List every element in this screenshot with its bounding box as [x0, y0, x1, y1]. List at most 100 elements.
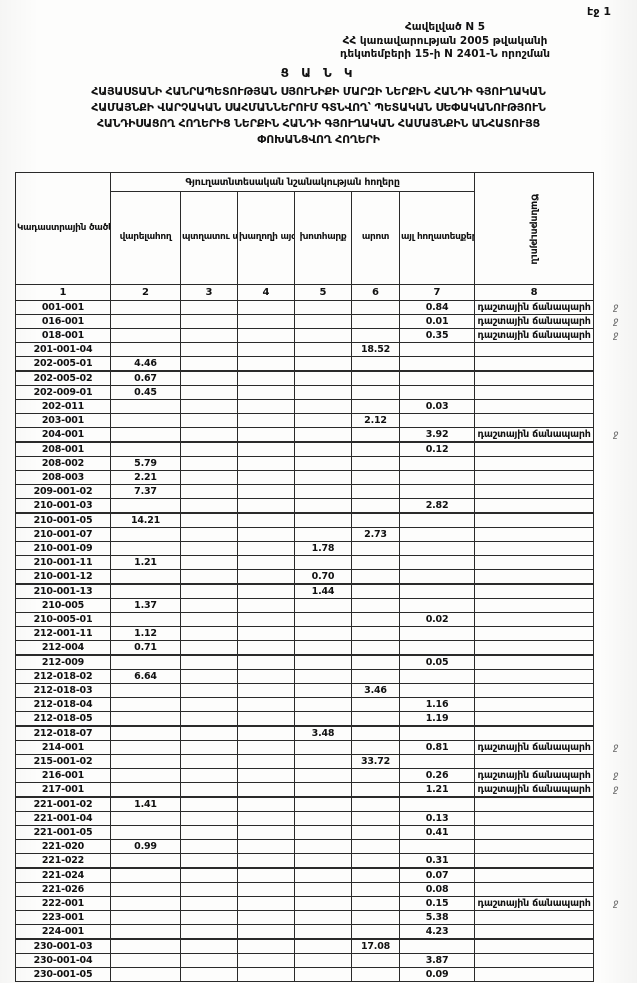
cell-vineyard [237, 413, 295, 428]
cell-code: 223-001 [15, 910, 111, 925]
cell-code: 230-001-03 [15, 938, 111, 954]
cell-note [474, 470, 595, 485]
cell-vineyard [237, 839, 295, 854]
table-row: 212-018-04 1.16 [15, 697, 637, 712]
cell-note [474, 498, 595, 514]
handwritten-margin-mark [594, 343, 637, 357]
cell-orchard [180, 967, 238, 982]
cell-orchard [180, 910, 238, 925]
cell-pasture [351, 399, 400, 414]
cell-orchard [180, 669, 238, 684]
column-number: 7 [398, 284, 476, 301]
cell-vineyard [237, 385, 295, 400]
cell-orchard [180, 754, 238, 769]
table-row: 221-001-05 0.41 [15, 825, 637, 840]
cell-other [398, 555, 476, 570]
col-header-note: Ծանոթություն [474, 172, 595, 285]
appendix-reference-block: Հավելված N 5 ՀՀ կառավարության 2005 թվակա… [275, 21, 615, 62]
cell-arable [110, 853, 181, 869]
cell-note [474, 413, 595, 428]
handwritten-margin-mark [594, 698, 637, 712]
cell-hayfield [294, 669, 352, 684]
cell-arable: 2.21 [110, 470, 181, 485]
cell-other: 1.19 [398, 711, 476, 727]
cell-vineyard [237, 967, 295, 982]
cell-note [474, 370, 595, 386]
cell-orchard [180, 683, 238, 698]
cell-code: 203-001 [15, 413, 111, 428]
appendix-line: ՀՀ կառավարության 2005 թվականի [342, 34, 548, 47]
cell-other: 0.07 [398, 867, 476, 883]
cell-vineyard [237, 555, 295, 570]
cell-pasture [351, 697, 400, 712]
handwritten-margin-mark [594, 599, 637, 613]
handwritten-margin-mark [594, 840, 637, 854]
table-row: 212-001-11 1.12 [15, 626, 637, 641]
cell-hayfield [294, 456, 352, 471]
handwritten-margin-mark [594, 954, 637, 968]
cell-note: դաշտային ճանապարհ [474, 768, 595, 783]
cell-hayfield: 1.44 [294, 583, 352, 599]
cell-arable: 1.12 [110, 626, 181, 641]
table-body: 001-001 0.84 դաշտային ճանապարհ ջ 016-001 0.01… [15, 300, 637, 982]
cell-code: 221-026 [15, 882, 111, 897]
cell-hayfield [294, 370, 352, 386]
cell-hayfield: 0.70 [294, 569, 352, 585]
table-row: 209-001-02 7.37 [15, 484, 637, 499]
cell-pasture: 33.72 [351, 754, 400, 769]
cell-pasture [351, 441, 400, 457]
cell-code: 001-001 [15, 300, 111, 315]
cell-other: 0.12 [398, 441, 476, 457]
table-row: 202-011 0.03 [15, 399, 637, 414]
cell-arable [110, 328, 181, 343]
cell-orchard [180, 456, 238, 471]
handwritten-margin-mark [594, 485, 637, 499]
cell-pasture: 3.46 [351, 683, 400, 698]
cell-vineyard [237, 427, 295, 443]
cell-hayfield [294, 328, 352, 343]
cell-vineyard [237, 356, 295, 372]
cell-arable [110, 569, 181, 585]
cell-other [398, 541, 476, 556]
cell-arable [110, 938, 181, 954]
handwritten-margin-mark: ջ [613, 316, 619, 327]
cell-pasture [351, 640, 400, 656]
cell-arable [110, 740, 181, 755]
cell-orchard [180, 527, 238, 542]
table-row: 018-001 0.35 դաշտային ճանապարհ ջ [15, 328, 637, 343]
cell-pasture [351, 484, 400, 499]
cell-vineyard [237, 882, 295, 897]
cell-other: 0.05 [398, 654, 476, 670]
cell-hayfield [294, 441, 352, 457]
col-header-pasture: արոտ [351, 191, 400, 285]
cell-code: 221-001-05 [15, 825, 111, 840]
cell-note [474, 356, 595, 372]
cell-pasture [351, 555, 400, 570]
cell-note: դաշտային ճանապարհ [474, 896, 595, 911]
cell-hayfield [294, 300, 352, 315]
col-header-vineyard: խաղողի այգի [237, 191, 295, 285]
table-row: 210-001-05 14.21 [15, 512, 637, 528]
handwritten-margin-mark [594, 911, 637, 925]
cell-orchard [180, 612, 238, 627]
cell-pasture [351, 953, 400, 968]
cell-orchard [180, 441, 238, 457]
cell-arable [110, 754, 181, 769]
cell-code: 212-018-04 [15, 697, 111, 712]
col-header-arable: վարելահող [110, 191, 181, 285]
cell-hayfield [294, 356, 352, 372]
cell-note [474, 512, 595, 528]
cell-code: 212-018-05 [15, 711, 111, 727]
cell-hayfield [294, 527, 352, 542]
handwritten-margin-mark [594, 371, 637, 386]
cell-other: 0.02 [398, 612, 476, 627]
table-row: 212-004 0.71 [15, 640, 637, 656]
cell-hayfield [294, 711, 352, 727]
cell-orchard [180, 541, 238, 556]
table-row: 230-001-03 17.08 [15, 938, 637, 954]
cell-note [474, 612, 595, 627]
cell-code: 210-001-13 [15, 583, 111, 599]
cell-other [398, 583, 476, 599]
cell-arable [110, 399, 181, 414]
cell-note [474, 967, 595, 982]
